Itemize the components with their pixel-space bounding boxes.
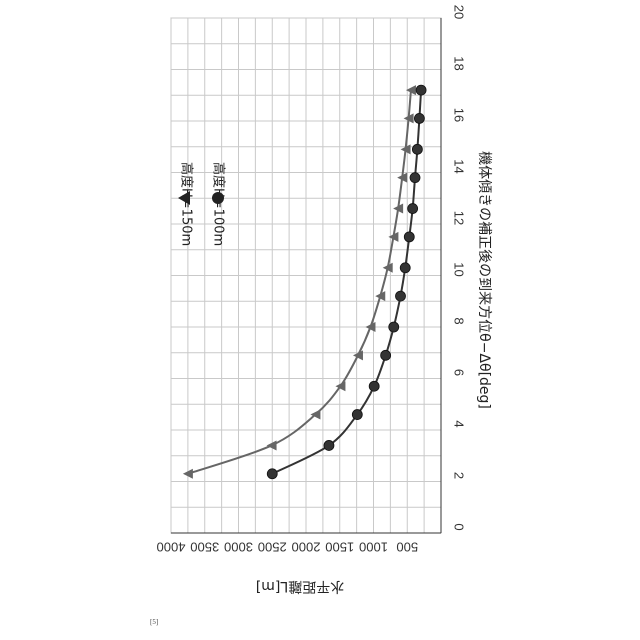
x-tick-label: 6: [452, 369, 467, 376]
data-point-circle: [267, 469, 277, 479]
y-tick-label: 3000: [224, 540, 253, 555]
data-point-circle: [410, 173, 420, 183]
grid: [171, 18, 441, 533]
x-tick-label: 16: [452, 108, 467, 122]
y-tick-label: 2500: [258, 540, 287, 555]
y-tick-label: 4000: [157, 540, 186, 555]
x-tick-label: 12: [452, 211, 467, 225]
data-point-circle: [381, 350, 391, 360]
data-point-circle: [414, 113, 424, 123]
data-point-circle: [389, 322, 399, 332]
y-tick-label: 1000: [359, 540, 388, 555]
x-tick-label: 8: [452, 317, 467, 324]
data-point-circle: [400, 263, 410, 273]
x-tick-label: 20: [452, 5, 467, 19]
y-tick-labels: 500 1000 1500 2000 2500 3000 3500 4000: [157, 540, 419, 555]
data-point-circle: [412, 144, 422, 154]
data-point-circle: [404, 232, 414, 242]
data-point-circle: [324, 440, 334, 450]
y-tick-label: 2000: [292, 540, 321, 555]
x-tick-label: 2: [452, 472, 467, 479]
data-point-circle: [352, 410, 362, 420]
legend-label-h100: 高度H=100m: [211, 162, 227, 246]
data-point-circle: [396, 291, 406, 301]
legend-label-h150: 高度H=150m: [179, 162, 195, 246]
y-tick-label: 3500: [190, 540, 219, 555]
y-tick-label: 500: [396, 540, 418, 555]
x-tick-label: 10: [452, 262, 467, 276]
x-tick-label: 14: [452, 159, 467, 173]
x-axis-title: 機体傾きの補正後の到来方位θ−Δθ[deg]: [476, 151, 492, 409]
data-point-circle: [408, 204, 418, 214]
data-point-circle: [369, 381, 379, 391]
x-tick-label: 18: [452, 56, 467, 70]
data-point-circle: [416, 85, 426, 95]
x-tick-label: 0: [452, 523, 467, 530]
y-tick-label: 1500: [325, 540, 354, 555]
x-tick-label: 4: [452, 420, 467, 427]
figure-reference: [5]: [150, 618, 158, 626]
y-axis-title: 水平距離L[m]: [256, 578, 344, 595]
